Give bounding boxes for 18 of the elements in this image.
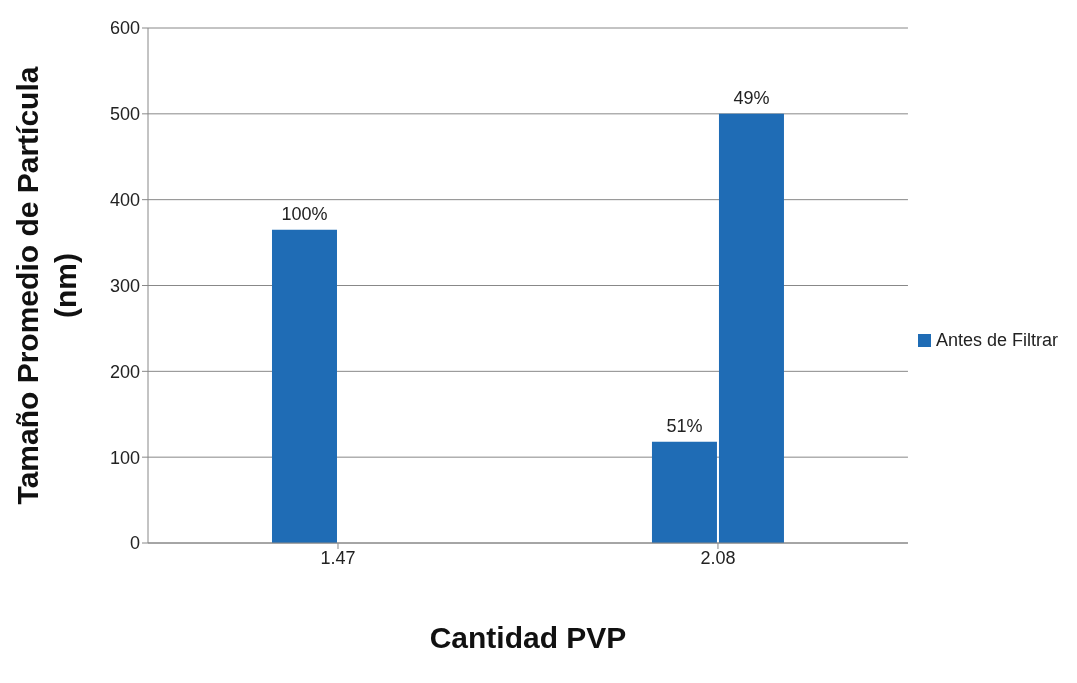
x-tick-label: 2.08 <box>700 547 736 568</box>
y-tick-label: 600 <box>109 18 140 39</box>
y-tick-label: 500 <box>109 104 140 125</box>
annotation: 51% <box>666 415 703 436</box>
bar <box>718 113 784 543</box>
bar <box>271 229 337 543</box>
annotation: 100% <box>281 203 328 224</box>
x-axis-title: Cantidad PVP <box>429 621 627 654</box>
y-tick-label: 300 <box>109 275 140 296</box>
y-tick-label: 200 <box>109 361 140 382</box>
y-axis-title: Tamaño Promedio de Partícula (nm) <box>11 66 82 505</box>
legend-label: Antes de Filtrar <box>935 330 1058 351</box>
x-tick-label: 1.47 <box>320 547 356 568</box>
bar <box>651 441 717 543</box>
y-tick-label: 0 <box>129 533 140 554</box>
y-tick-label: 100 <box>109 447 140 468</box>
y-tick-label: 400 <box>109 190 140 211</box>
annotation: 49% <box>733 87 770 108</box>
